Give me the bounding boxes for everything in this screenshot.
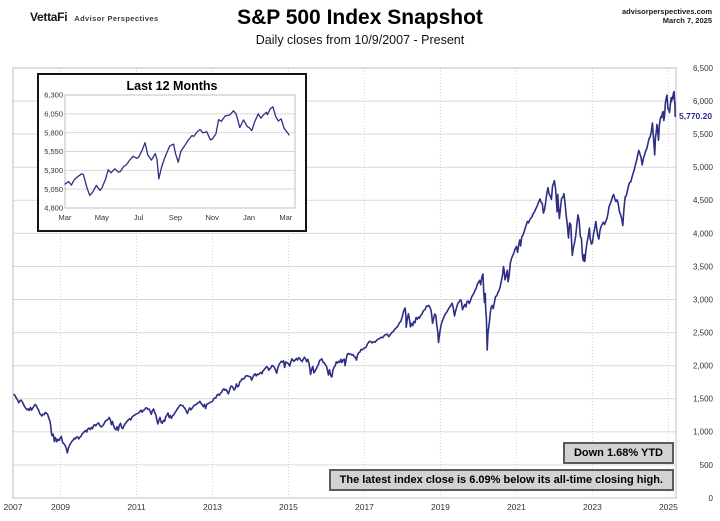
ath-distance-badge: The latest index close is 6.09% below it… (328, 469, 674, 491)
svg-text:Jul: Jul (134, 213, 144, 222)
svg-text:6,000: 6,000 (693, 97, 714, 106)
inset-title: Last 12 Months (126, 79, 218, 93)
svg-text:2015: 2015 (279, 502, 298, 512)
svg-text:1,000: 1,000 (693, 428, 714, 437)
svg-text:5,000: 5,000 (693, 163, 714, 172)
report-date: March 7, 2025 (662, 16, 712, 25)
svg-text:2025: 2025 (659, 502, 678, 512)
svg-text:2017: 2017 (355, 502, 374, 512)
page-subtitle: Daily closes from 10/9/2007 - Present (255, 33, 465, 47)
inset-chart-panel: 4,800 5,050 5,300 5,550 5,800 6,050 6,300 Mar Ma… (37, 73, 307, 232)
latest-close-label: 5,770.20 (679, 111, 713, 121)
svg-text:May: May (95, 213, 109, 222)
vettafi-logo: VettaFi Advisor Perspectives (30, 8, 159, 26)
svg-text:6,050: 6,050 (44, 110, 63, 119)
source-url: advisorperspectives.com (621, 7, 712, 16)
svg-text:2011: 2011 (127, 502, 146, 512)
svg-text:2,500: 2,500 (693, 328, 714, 337)
svg-text:1,500: 1,500 (693, 395, 714, 404)
svg-text:Jan: Jan (243, 213, 255, 222)
ytd-change-badge: Down 1.68% YTD (562, 442, 674, 464)
source-block: advisorperspectives.com March 7, 2025 (622, 7, 712, 25)
svg-text:5,800: 5,800 (44, 128, 63, 137)
svg-text:2,000: 2,000 (693, 362, 714, 371)
svg-text:Nov: Nov (206, 213, 220, 222)
svg-text:5,300: 5,300 (44, 166, 63, 175)
svg-text:2007: 2007 (4, 502, 23, 512)
svg-text:4,000: 4,000 (693, 229, 714, 238)
svg-text:5,050: 5,050 (44, 185, 63, 194)
svg-text:Mar: Mar (59, 213, 72, 222)
inset-chart: 4,800 5,050 5,300 5,550 5,800 6,050 6,300 Mar Ma… (44, 91, 296, 222)
svg-text:2019: 2019 (431, 502, 450, 512)
page-title: S&P 500 Index Snapshot (237, 6, 483, 29)
vettafi-logo-text: VettaFi (30, 10, 68, 24)
svg-text:500: 500 (700, 461, 714, 470)
svg-text:Mar: Mar (279, 213, 292, 222)
svg-text:5,550: 5,550 (44, 147, 63, 156)
svg-text:6,500: 6,500 (693, 64, 714, 73)
svg-text:6,300: 6,300 (44, 91, 63, 100)
title-block: S&P 500 Index Snapshot Daily closes from… (0, 6, 720, 47)
svg-text:3,000: 3,000 (693, 295, 714, 304)
svg-text:2013: 2013 (203, 502, 222, 512)
svg-text:4,500: 4,500 (693, 196, 714, 205)
advisor-perspectives-label: Advisor Perspectives (74, 14, 159, 23)
svg-text:2023: 2023 (583, 502, 602, 512)
svg-text:3,500: 3,500 (693, 262, 714, 271)
svg-text:2021: 2021 (507, 502, 526, 512)
svg-text:2009: 2009 (51, 502, 70, 512)
svg-text:4,800: 4,800 (44, 204, 63, 213)
svg-text:0: 0 (709, 494, 714, 503)
svg-text:5,500: 5,500 (693, 130, 714, 139)
svg-text:Sep: Sep (169, 213, 182, 222)
